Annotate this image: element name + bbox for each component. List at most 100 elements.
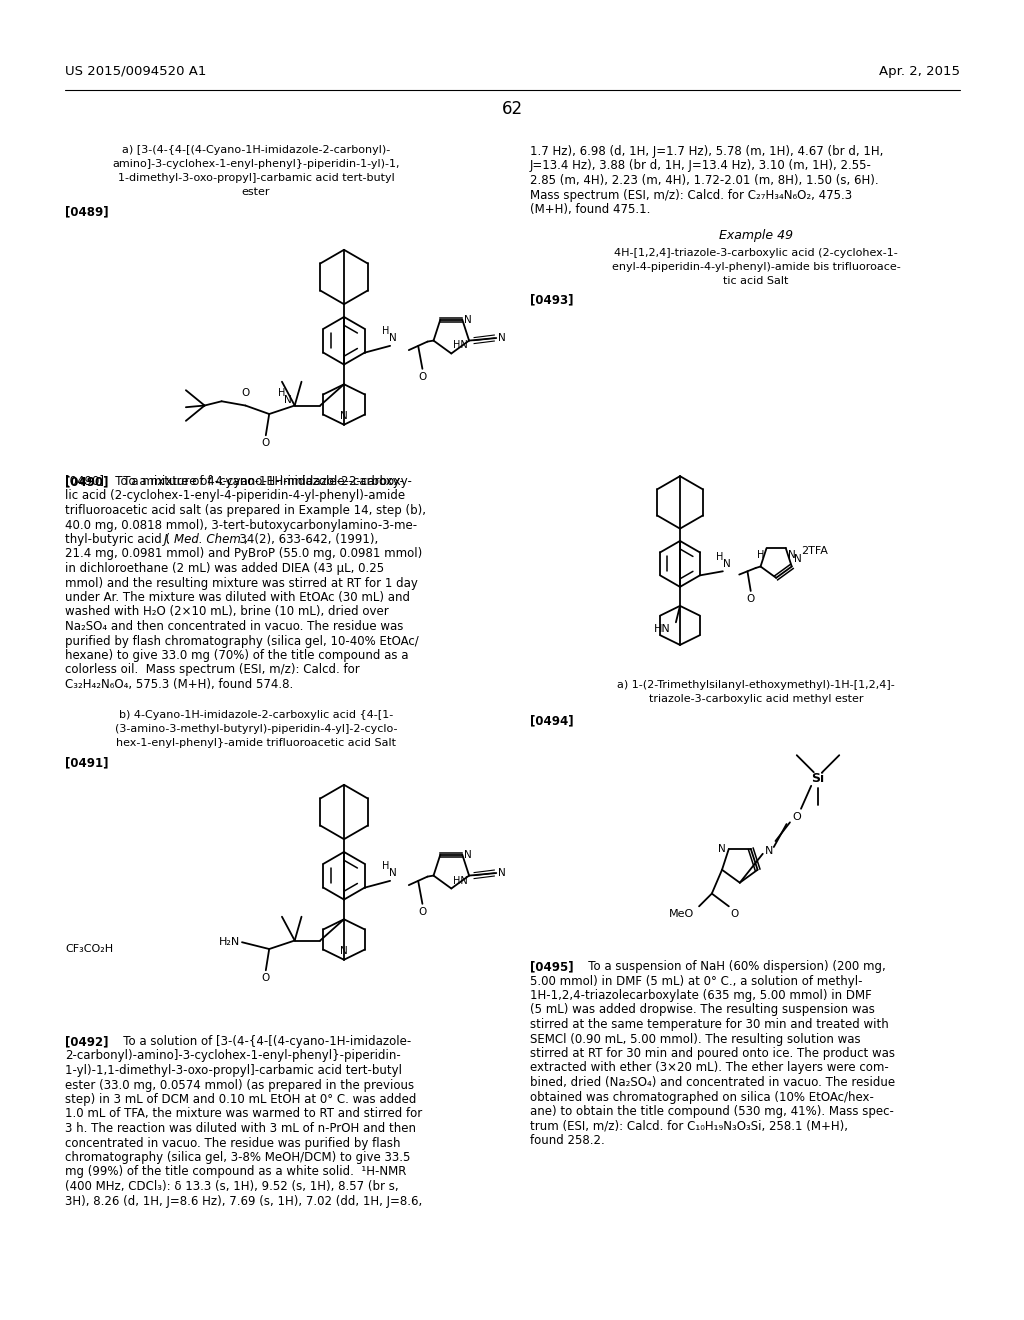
Text: [0490]   To a mixture of 4-cyano-1H-imidazole-2-carboxy-: [0490] To a mixture of 4-cyano-1H-imidaz… xyxy=(65,475,403,488)
Text: 1H-1,2,4-triazolecarboxylate (635 mg, 5.00 mmol) in DMF: 1H-1,2,4-triazolecarboxylate (635 mg, 5.… xyxy=(530,989,871,1002)
Text: H₂N: H₂N xyxy=(219,937,240,948)
Text: O: O xyxy=(418,372,427,381)
Text: triazole-3-carboxylic acid methyl ester: triazole-3-carboxylic acid methyl ester xyxy=(649,694,863,704)
Text: obtained was chromatographed on silica (10% EtOAc/hex-: obtained was chromatographed on silica (… xyxy=(530,1090,873,1104)
Text: ester: ester xyxy=(242,187,270,197)
Text: b) 4-Cyano-1H-imidazole-2-carboxylic acid {4-[1-: b) 4-Cyano-1H-imidazole-2-carboxylic aci… xyxy=(119,710,393,719)
Text: H: H xyxy=(279,388,286,397)
Text: 40.0 mg, 0.0818 mmol), 3-tert-butoxycarbonylamino-3-me-: 40.0 mg, 0.0818 mmol), 3-tert-butoxycarb… xyxy=(65,519,417,532)
Text: lic acid (2-cyclohex-1-enyl-4-piperidin-4-yl-phenyl)-amide: lic acid (2-cyclohex-1-enyl-4-piperidin-… xyxy=(65,490,406,503)
Text: chromatography (silica gel, 3-8% MeOH/DCM) to give 33.5: chromatography (silica gel, 3-8% MeOH/DC… xyxy=(65,1151,411,1164)
Text: 2.85 (m, 4H), 2.23 (m, 4H), 1.72-2.01 (m, 8H), 1.50 (s, 6H).: 2.85 (m, 4H), 2.23 (m, 4H), 1.72-2.01 (m… xyxy=(530,174,879,187)
Text: [0493]: [0493] xyxy=(530,293,573,306)
Text: [0492]: [0492] xyxy=(65,1035,109,1048)
Text: [0491]: [0491] xyxy=(65,756,109,770)
Text: HN: HN xyxy=(454,341,468,351)
Text: (5 mL) was added dropwise. The resulting suspension was: (5 mL) was added dropwise. The resulting… xyxy=(530,1003,874,1016)
Text: extracted with ether (3×20 mL). The ether layers were com-: extracted with ether (3×20 mL). The ethe… xyxy=(530,1061,889,1074)
Text: (M+H), found 475.1.: (M+H), found 475.1. xyxy=(530,203,650,216)
Text: 34(2), 633-642, (1991),: 34(2), 633-642, (1991), xyxy=(232,533,378,546)
Text: J=13.4 Hz), 3.88 (br d, 1H, J=13.4 Hz), 3.10 (m, 1H), 2.55-: J=13.4 Hz), 3.88 (br d, 1H, J=13.4 Hz), … xyxy=(530,160,871,173)
Text: concentrated in vacuo. The residue was purified by flash: concentrated in vacuo. The residue was p… xyxy=(65,1137,400,1150)
Text: a) 1-(2-Trimethylsilanyl-ethoxymethyl)-1H-[1,2,4]-: a) 1-(2-Trimethylsilanyl-ethoxymethyl)-1… xyxy=(617,680,895,690)
Text: ester (33.0 mg, 0.0574 mmol) (as prepared in the previous: ester (33.0 mg, 0.0574 mmol) (as prepare… xyxy=(65,1078,414,1092)
Text: 1.7 Hz), 6.98 (d, 1H, J=1.7 Hz), 5.78 (m, 1H), 4.67 (br d, 1H,: 1.7 Hz), 6.98 (d, 1H, J=1.7 Hz), 5.78 (m… xyxy=(530,145,884,158)
Text: N: N xyxy=(723,560,730,569)
Text: H: H xyxy=(382,326,390,335)
Text: thyl-butyric acid (: thyl-butyric acid ( xyxy=(65,533,170,546)
Text: bined, dried (Na₂SO₄) and concentrated in vacuo. The residue: bined, dried (Na₂SO₄) and concentrated i… xyxy=(530,1076,895,1089)
Text: SEMCl (0.90 mL, 5.00 mmol). The resulting solution was: SEMCl (0.90 mL, 5.00 mmol). The resultin… xyxy=(530,1032,860,1045)
Text: O: O xyxy=(793,812,801,822)
Text: Si: Si xyxy=(811,772,824,785)
Text: O: O xyxy=(731,909,739,919)
Text: N: N xyxy=(718,843,726,854)
Text: N: N xyxy=(464,850,472,859)
Text: step) in 3 mL of DCM and 0.10 mL EtOH at 0° C. was added: step) in 3 mL of DCM and 0.10 mL EtOH at… xyxy=(65,1093,417,1106)
Text: HN: HN xyxy=(454,875,468,886)
Text: hexane) to give 33.0 mg (70%) of the title compound as a: hexane) to give 33.0 mg (70%) of the tit… xyxy=(65,649,409,663)
Text: N: N xyxy=(499,869,506,878)
Text: [0494]: [0494] xyxy=(530,714,573,727)
Text: colorless oil.  Mass spectrum (ESI, m/z): Calcd. for: colorless oil. Mass spectrum (ESI, m/z):… xyxy=(65,664,359,676)
Text: 1-yl)-1,1-dimethyl-3-oxo-propyl]-carbamic acid tert-butyl: 1-yl)-1,1-dimethyl-3-oxo-propyl]-carbami… xyxy=(65,1064,402,1077)
Text: stirred at RT for 30 min and poured onto ice. The product was: stirred at RT for 30 min and poured onto… xyxy=(530,1047,895,1060)
Text: Example 49: Example 49 xyxy=(719,230,793,243)
Text: (400 MHz, CDCl₃): δ 13.3 (s, 1H), 9.52 (s, 1H), 8.57 (br s,: (400 MHz, CDCl₃): δ 13.3 (s, 1H), 9.52 (… xyxy=(65,1180,398,1193)
Text: hex-1-enyl-phenyl}-amide trifluoroacetic acid Salt: hex-1-enyl-phenyl}-amide trifluoroacetic… xyxy=(116,738,396,748)
Text: 1-dimethyl-3-oxo-propyl]-carbamic acid tert-butyl: 1-dimethyl-3-oxo-propyl]-carbamic acid t… xyxy=(118,173,394,183)
Text: ane) to obtain the title compound (530 mg, 41%). Mass spec-: ane) to obtain the title compound (530 m… xyxy=(530,1105,894,1118)
Text: O: O xyxy=(242,388,250,397)
Text: Apr. 2, 2015: Apr. 2, 2015 xyxy=(879,65,961,78)
Text: stirred at the same temperature for 30 min and treated with: stirred at the same temperature for 30 m… xyxy=(530,1018,889,1031)
Text: N: N xyxy=(499,333,506,343)
Text: 3H), 8.26 (d, 1H, J=8.6 Hz), 7.69 (s, 1H), 7.02 (dd, 1H, J=8.6,: 3H), 8.26 (d, 1H, J=8.6 Hz), 7.69 (s, 1H… xyxy=(65,1195,422,1208)
Text: O: O xyxy=(746,594,755,605)
Text: 5.00 mmol) in DMF (5 mL) at 0° C., a solution of methyl-: 5.00 mmol) in DMF (5 mL) at 0° C., a sol… xyxy=(530,974,862,987)
Text: H: H xyxy=(716,552,724,562)
Text: Mass spectrum (ESI, m/z): Calcd. for C₂₇H₃₄N₆O₂, 475.3: Mass spectrum (ESI, m/z): Calcd. for C₂₇… xyxy=(530,189,852,202)
Text: 62: 62 xyxy=(502,100,522,117)
Text: N: N xyxy=(464,314,472,325)
Text: MeO: MeO xyxy=(669,909,694,919)
Text: N: N xyxy=(787,550,796,560)
Text: 2-carbonyl)-amino]-3-cyclohex-1-enyl-phenyl}-piperidin-: 2-carbonyl)-amino]-3-cyclohex-1-enyl-phe… xyxy=(65,1049,400,1063)
Text: trifluoroacetic acid salt (as prepared in Example 14, step (b),: trifluoroacetic acid salt (as prepared i… xyxy=(65,504,426,517)
Text: washed with H₂O (2×10 mL), brine (10 mL), dried over: washed with H₂O (2×10 mL), brine (10 mL)… xyxy=(65,606,389,619)
Text: trum (ESI, m/z): Calcd. for C₁₀H₁₉N₃O₃Si, 258.1 (M+H),: trum (ESI, m/z): Calcd. for C₁₀H₁₉N₃O₃Si… xyxy=(530,1119,848,1133)
Text: 2TFA: 2TFA xyxy=(801,546,827,557)
Text: H: H xyxy=(382,861,390,871)
Text: O: O xyxy=(262,973,270,983)
Text: N: N xyxy=(284,395,292,405)
Text: J. Med. Chem.,: J. Med. Chem., xyxy=(164,533,250,546)
Text: CF₃CO₂H: CF₃CO₂H xyxy=(65,945,113,954)
Text: To a solution of [3-(4-{4-[(4-cyano-1H-imidazole-: To a solution of [3-(4-{4-[(4-cyano-1H-i… xyxy=(112,1035,412,1048)
Text: O: O xyxy=(418,907,427,917)
Text: enyl-4-piperidin-4-yl-phenyl)-amide bis trifluoroace-: enyl-4-piperidin-4-yl-phenyl)-amide bis … xyxy=(611,261,900,272)
Text: N: N xyxy=(340,945,348,956)
Text: To a suspension of NaH (60% dispersion) (200 mg,: To a suspension of NaH (60% dispersion) … xyxy=(577,960,886,973)
Text: mmol) and the resulting mixture was stirred at RT for 1 day: mmol) and the resulting mixture was stir… xyxy=(65,577,418,590)
Text: 1.0 mL of TFA, the mixture was warmed to RT and stirred for: 1.0 mL of TFA, the mixture was warmed to… xyxy=(65,1107,422,1121)
Text: N: N xyxy=(389,867,397,878)
Text: [0489]: [0489] xyxy=(65,205,109,218)
Text: HN: HN xyxy=(654,624,671,635)
Text: N: N xyxy=(389,333,397,343)
Text: Na₂SO₄ and then concentrated in vacuo. The residue was: Na₂SO₄ and then concentrated in vacuo. T… xyxy=(65,620,403,634)
Text: [0495]: [0495] xyxy=(530,960,573,973)
Text: amino]-3-cyclohex-1-enyl-phenyl}-piperidin-1-yl)-1,: amino]-3-cyclohex-1-enyl-phenyl}-piperid… xyxy=(113,158,399,169)
Text: [0490]: [0490] xyxy=(65,475,109,488)
Text: mg (99%) of the title compound as a white solid.  ¹H-NMR: mg (99%) of the title compound as a whit… xyxy=(65,1166,407,1179)
Text: H: H xyxy=(757,550,765,560)
Text: a) [3-(4-{4-[(4-Cyano-1H-imidazole-2-carbonyl)-: a) [3-(4-{4-[(4-Cyano-1H-imidazole-2-car… xyxy=(122,145,390,154)
Text: under Ar. The mixture was diluted with EtOAc (30 mL) and: under Ar. The mixture was diluted with E… xyxy=(65,591,410,605)
Text: C₃₂H₄₂N₆O₄, 575.3 (M+H), found 574.8.: C₃₂H₄₂N₆O₄, 575.3 (M+H), found 574.8. xyxy=(65,678,293,690)
Text: 21.4 mg, 0.0981 mmol) and PyBroP (55.0 mg, 0.0981 mmol): 21.4 mg, 0.0981 mmol) and PyBroP (55.0 m… xyxy=(65,548,422,561)
Text: 4H-[1,2,4]-triazole-3-carboxylic acid (2-cyclohex-1-: 4H-[1,2,4]-triazole-3-carboxylic acid (2… xyxy=(614,248,898,257)
Text: in dichloroethane (2 mL) was added DIEA (43 μL, 0.25: in dichloroethane (2 mL) was added DIEA … xyxy=(65,562,384,576)
Text: purified by flash chromatography (silica gel, 10-40% EtOAc/: purified by flash chromatography (silica… xyxy=(65,635,419,648)
Text: tic acid Salt: tic acid Salt xyxy=(723,276,788,285)
Text: O: O xyxy=(262,438,270,449)
Text: N: N xyxy=(794,553,802,564)
Text: To a mixture of 4-cyano-1H-imidazole-2-carboxy-: To a mixture of 4-cyano-1H-imidazole-2-c… xyxy=(112,475,412,488)
